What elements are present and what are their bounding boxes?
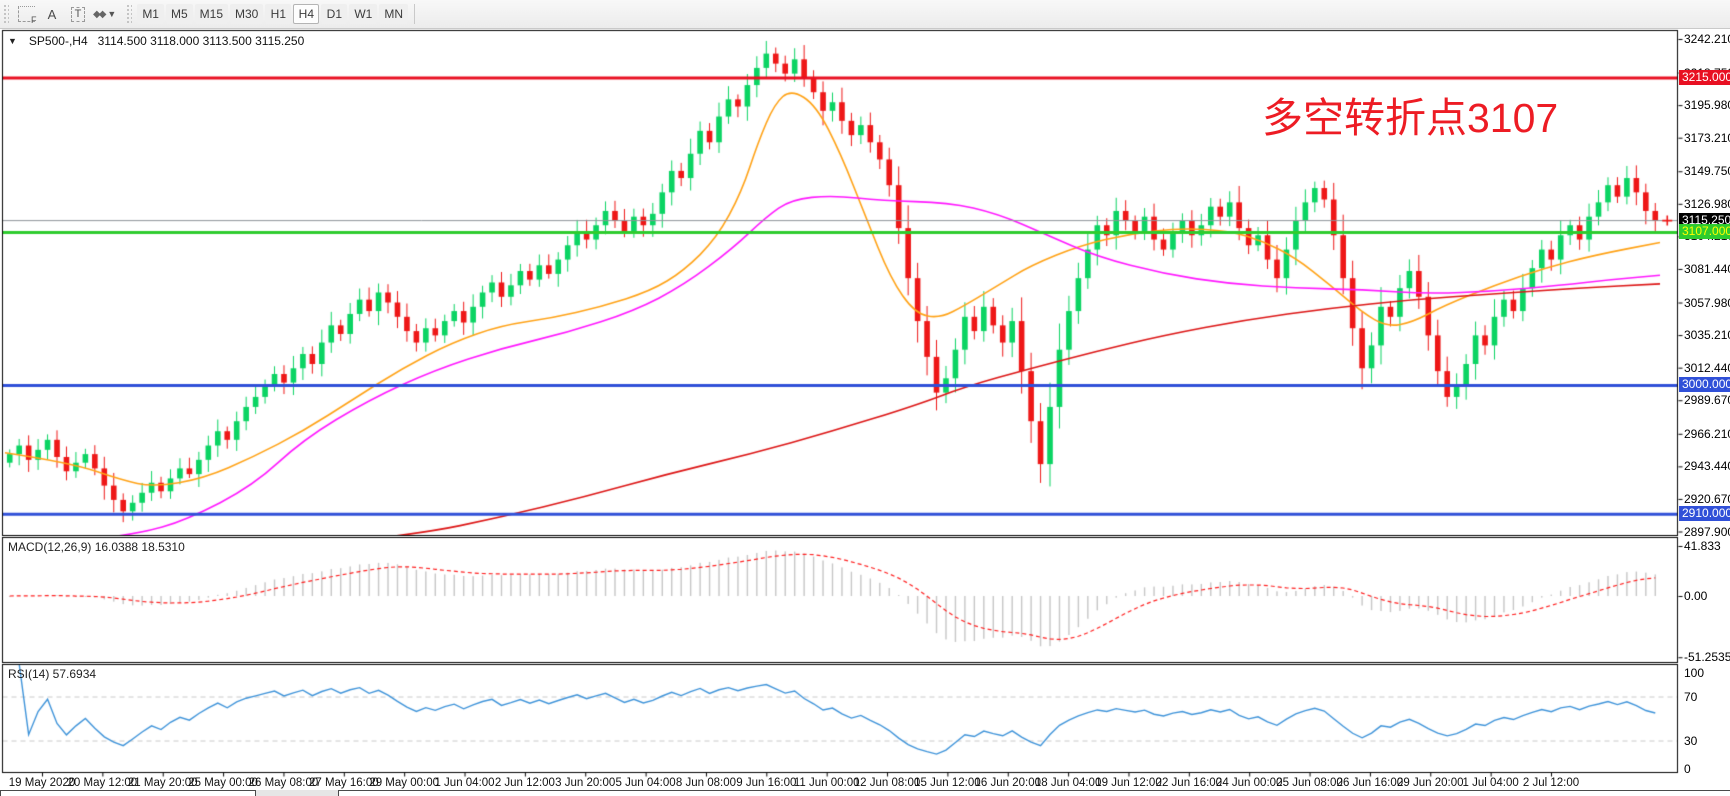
label-a-icon: A [47, 6, 57, 22]
chart-annotation-text: 多空转折点3107 [1262, 95, 1559, 141]
timeframe-m1[interactable]: M1 [137, 4, 164, 24]
price-tick-label: 2920.670 [1684, 491, 1730, 506]
time-tick-label: 27 May 16:00 [308, 777, 379, 789]
rsi-tick-label: 0 [1684, 761, 1691, 776]
timeframe-h4[interactable]: H4 [293, 4, 320, 24]
text-tool-button[interactable]: T [66, 2, 90, 26]
symbol-period-label: SP500-,H4 [28, 34, 88, 48]
shapes-icon: ◆◆ [93, 8, 106, 20]
price-tick-label: 3126.980 [1684, 196, 1730, 211]
time-tick-label: 25 May 00:00 [188, 777, 258, 789]
time-tick-label: 19 Jun 12:00 [1095, 777, 1162, 789]
toolbar-grip[interactable] [126, 4, 133, 24]
price-tick-label: 3081.440 [1684, 261, 1730, 276]
rsi-tick-label: 30 [1684, 734, 1698, 748]
price-level-badge: 3000.000 [1679, 377, 1730, 393]
time-tick-label: 15 Jun 12:00 [914, 777, 981, 789]
macd-panel-label: MACD(12,26,9) 16.0388 18.5310 [8, 540, 185, 554]
price-tick-label: 3195.980 [1684, 98, 1730, 113]
macd-tick-label: 41.833 [1684, 539, 1721, 553]
time-tick-label: 5 Jun 04:00 [615, 777, 676, 789]
rsi-tick-label: 70 [1684, 690, 1698, 704]
price-level-badge: 3107.000 [1679, 224, 1730, 240]
toolbar: F A T ◆◆ ▼ M1 M5 M15 M30 H1 H4 D1 W1 MN [0, 0, 1730, 29]
time-tick-label: 20 May 12:00 [67, 777, 138, 789]
time-tick-label: 1 Jul 04:00 [1462, 777, 1519, 789]
price-level-badge: 2910.000 [1679, 506, 1730, 522]
bottom-window-fragment [0, 790, 256, 796]
time-tick-label: 8 Jun 08:00 [675, 777, 737, 789]
time-tick-label: 26 May 08:00 [248, 777, 319, 789]
toolbar-grip[interactable] [3, 4, 9, 24]
time-tick-label: 21 May 20:00 [127, 777, 198, 789]
price-tick-label: 3012.440 [1684, 360, 1730, 375]
macd-tick-label: 0.00 [1684, 589, 1708, 603]
time-tick-label: 2 Jul 12:00 [1522, 777, 1580, 789]
price-tick-label: 3242.210 [1684, 32, 1730, 46]
ohlc-quote-label: 3114.500 3118.000 3113.500 3115.250 [97, 34, 305, 48]
text-icon: T [70, 6, 86, 22]
chevron-down-icon: ▼ [107, 9, 117, 19]
time-tick-label: 9 Jun 16:00 [736, 777, 797, 789]
time-tick-label: 29 Jun 20:00 [1397, 777, 1464, 789]
price-level-badge: 3115.250 [1679, 212, 1730, 228]
fibonacci-tool-button[interactable]: F [14, 2, 38, 26]
price-tick-label: 2943.440 [1684, 459, 1730, 474]
rsi-tick-label: 100 [1684, 665, 1705, 680]
bottom-window-fragment [338, 790, 1730, 796]
toolbar-separator [414, 4, 416, 24]
bottom-window-strip [0, 790, 1730, 796]
price-tick-label: 2989.670 [1684, 393, 1730, 408]
price-level-badge: 3215.000 [1679, 69, 1730, 85]
macd-tick-label: -51.2535 [1684, 650, 1730, 665]
time-tick-label: 26 Jun 16:00 [1336, 777, 1404, 789]
rsi-panel-label: RSI(14) 57.6934 [8, 667, 97, 681]
time-tick-label: 1 Jun 04:00 [434, 777, 495, 789]
time-tick-label: 12 Jun 08:00 [853, 777, 921, 789]
timeframe-w1[interactable]: W1 [349, 4, 378, 24]
shapes-tool-button[interactable]: ◆◆ ▼ [92, 2, 117, 26]
price-tick-label: 3057.980 [1684, 295, 1730, 310]
chart-dropdown-icon[interactable]: ▼ [8, 36, 17, 46]
timeframe-m30[interactable]: M30 [230, 4, 264, 24]
fibonacci-icon: F [17, 6, 37, 25]
time-tick-label: 19 May 2020 [8, 777, 76, 789]
timeframe-m5[interactable]: M5 [165, 4, 193, 24]
timeframe-mn[interactable]: MN [379, 4, 409, 24]
timeframe-h1[interactable]: H1 [265, 4, 292, 24]
time-tick-label: 25 Jun 08:00 [1276, 777, 1343, 789]
time-tick-label: 3 Jun 20:00 [555, 777, 616, 789]
price-tick-label: 3035.210 [1684, 328, 1730, 343]
time-tick-label: 18 Jun 04:00 [1034, 777, 1102, 789]
label-tool-button[interactable]: A [40, 2, 64, 26]
time-tick-label: 11 Jun 00:00 [793, 777, 860, 789]
chart-title[interactable]: ▼ SP500-,H4 3114.500 3118.000 3113.500 3… [8, 34, 304, 48]
price-tick-label: 2966.210 [1684, 426, 1730, 441]
price-tick-label: 2897.900 [1684, 524, 1730, 539]
time-tick-label: 29 May 00:00 [369, 777, 439, 789]
timeframe-d1[interactable]: D1 [321, 4, 348, 24]
time-tick-label: 22 Jun 16:00 [1155, 777, 1223, 789]
time-tick-label: 24 Jun 00:00 [1215, 777, 1283, 789]
time-tick-label: 16 Jun 20:00 [974, 777, 1042, 789]
time-tick-label: 2 Jun 12:00 [494, 777, 555, 789]
timeframe-m15[interactable]: M15 [194, 4, 228, 24]
price-tick-label: 3149.750 [1684, 164, 1730, 179]
price-tick-label: 3173.210 [1684, 130, 1730, 145]
